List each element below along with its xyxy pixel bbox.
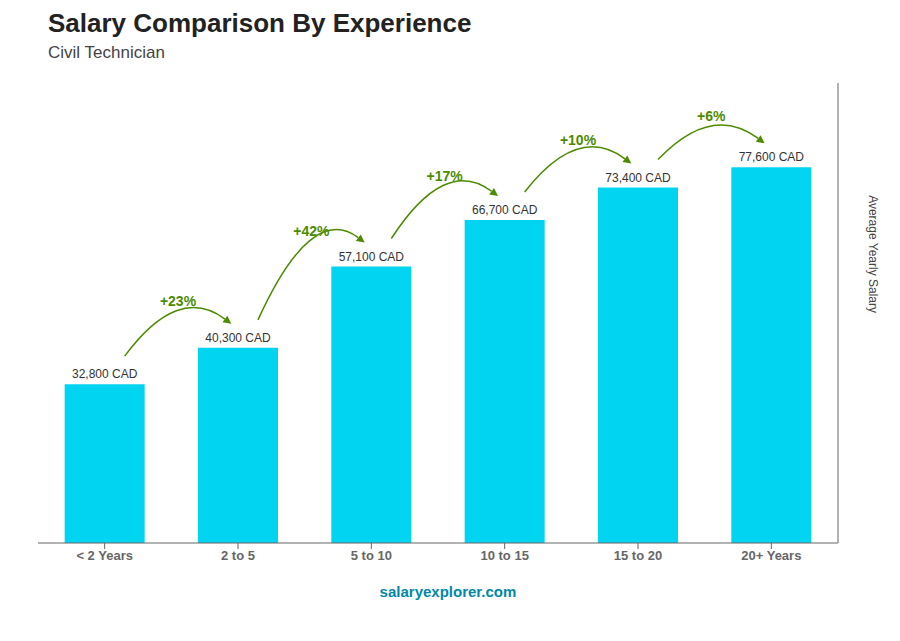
svg-text:40,300 CAD: 40,300 CAD xyxy=(205,331,271,345)
html-text:Salary Comparison By Experienc: Salary Comparison By Experience xyxy=(48,8,472,38)
svg-text:73,400 CAD: 73,400 CAD xyxy=(605,171,671,185)
svg-text:66,700 CAD: 66,700 CAD xyxy=(472,203,538,217)
svg-text:+17%: +17% xyxy=(427,168,464,184)
svg-text:+6%: +6% xyxy=(697,108,726,124)
svg-text:10 to 15: 10 to 15 xyxy=(480,548,528,563)
svg-text:77,600 CAD: 77,600 CAD xyxy=(739,150,805,164)
svg-text:2 to 5: 2 to 5 xyxy=(221,548,255,563)
svg-text:+23%: +23% xyxy=(160,293,197,309)
svg-text:20+ Years: 20+ Years xyxy=(741,548,801,563)
svg-text:5 to 10: 5 to 10 xyxy=(351,548,392,563)
svg-text:< 2 Years: < 2 Years xyxy=(76,548,133,563)
svg-text:57,100 CAD: 57,100 CAD xyxy=(339,250,405,264)
svg-text:Average Yearly Salary: Average Yearly Salary xyxy=(866,195,880,313)
svg-text:15 to 20: 15 to 20 xyxy=(614,548,662,563)
svg-text:+42%: +42% xyxy=(293,223,330,239)
svg-text:+10%: +10% xyxy=(560,132,597,148)
html-text:Civil Technician: Civil Technician xyxy=(48,43,165,62)
svg-text:32,800 CAD: 32,800 CAD xyxy=(72,367,138,381)
html-text:salaryexplorer.com: salaryexplorer.com xyxy=(379,583,517,600)
